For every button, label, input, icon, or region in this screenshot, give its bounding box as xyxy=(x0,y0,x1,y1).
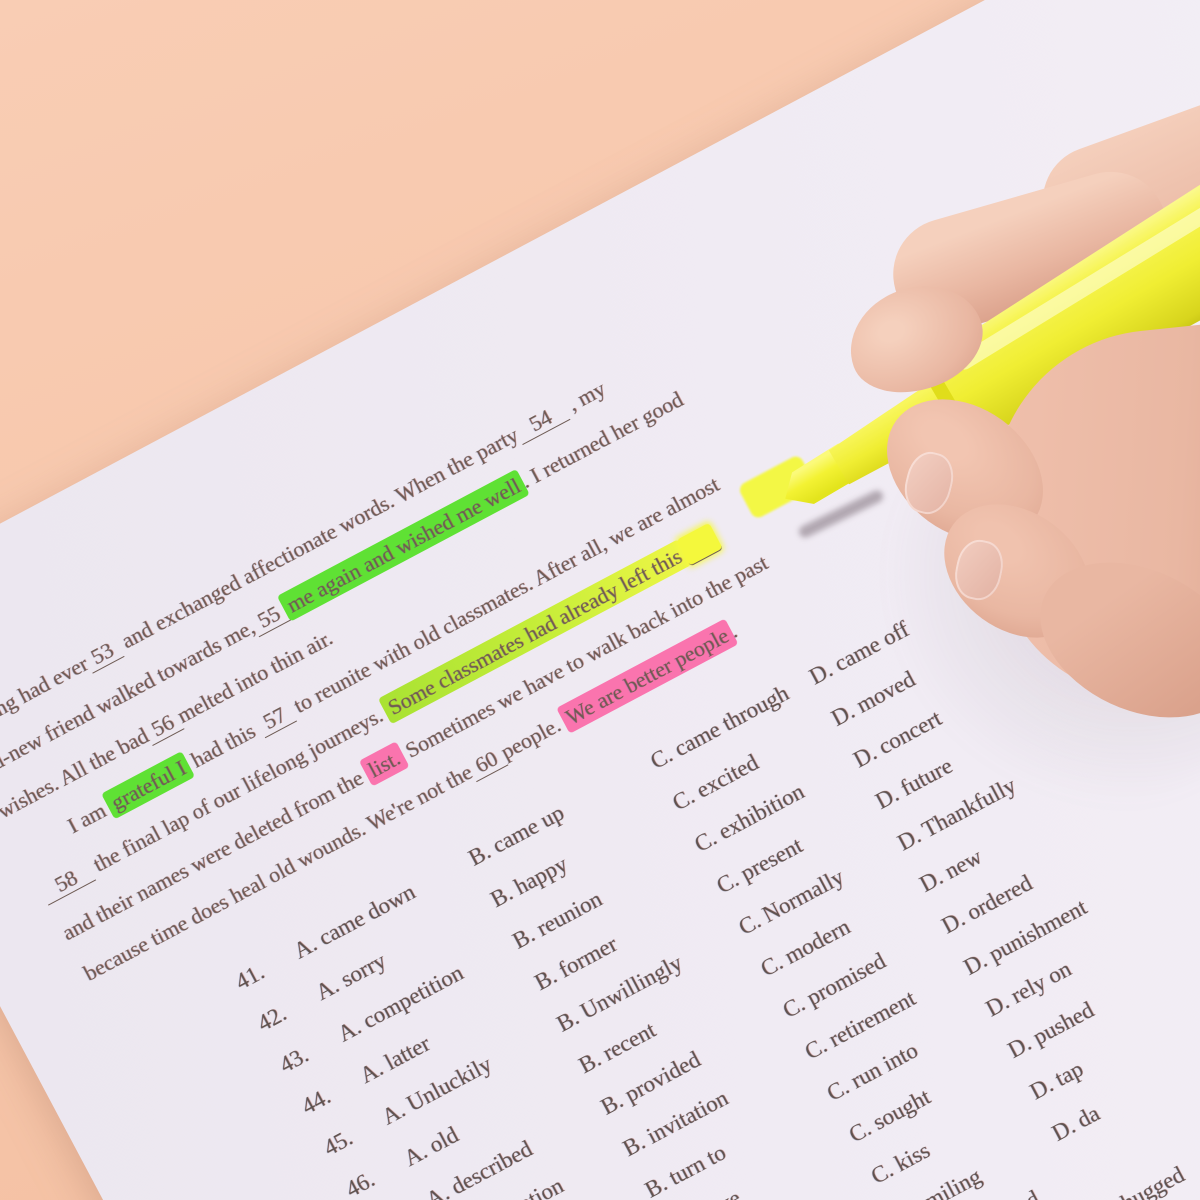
passage-text: , my xyxy=(558,375,610,419)
